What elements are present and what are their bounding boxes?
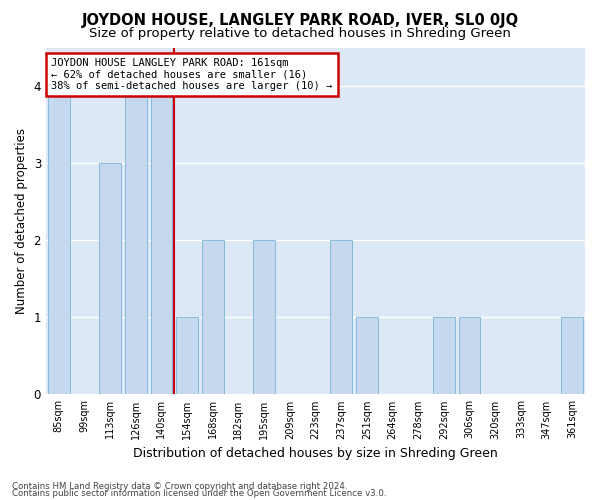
Bar [176, 318, 198, 394]
Y-axis label: Number of detached properties: Number of detached properties [15, 128, 28, 314]
Text: Contains HM Land Registry data © Crown copyright and database right 2024.: Contains HM Land Registry data © Crown c… [12, 482, 347, 491]
Bar [253, 240, 275, 394]
Bar [561, 318, 583, 394]
Bar [99, 163, 121, 394]
Bar [48, 86, 70, 394]
Bar [202, 240, 224, 394]
Text: JOYDON HOUSE LANGLEY PARK ROAD: 161sqm
← 62% of detached houses are smaller (16): JOYDON HOUSE LANGLEY PARK ROAD: 161sqm ←… [52, 58, 332, 91]
Bar [125, 86, 146, 394]
Text: Size of property relative to detached houses in Shreding Green: Size of property relative to detached ho… [89, 28, 511, 40]
Text: JOYDON HOUSE, LANGLEY PARK ROAD, IVER, SL0 0JQ: JOYDON HOUSE, LANGLEY PARK ROAD, IVER, S… [82, 12, 518, 28]
Bar [433, 318, 455, 394]
X-axis label: Distribution of detached houses by size in Shreding Green: Distribution of detached houses by size … [133, 447, 498, 460]
Bar [151, 86, 172, 394]
Bar [458, 318, 481, 394]
Bar [330, 240, 352, 394]
Bar [356, 318, 378, 394]
Text: Contains public sector information licensed under the Open Government Licence v3: Contains public sector information licen… [12, 489, 386, 498]
